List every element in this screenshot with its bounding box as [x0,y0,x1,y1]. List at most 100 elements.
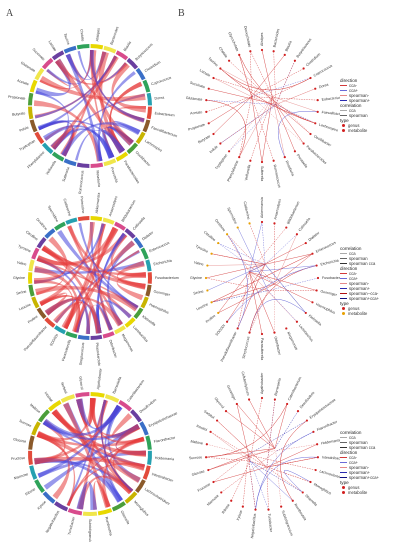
legend-item: metabolite [340,490,379,495]
network-node [305,419,309,422]
legend-line-icon [340,100,347,101]
network-node [302,142,305,145]
chord-label: Megamonas [121,333,134,352]
network-node [206,264,209,267]
network-edge [220,104,277,144]
legend-label: spearman+cca+ [349,475,380,480]
network-label: Gemmiger [320,289,338,297]
network-diagram-1: Alistipes Bacteroides Blautia Butyricicoccu… [186,26,340,189]
chord-label: Faecalibacterium [151,126,178,139]
network-node [238,53,241,56]
network-edge [264,234,298,265]
network-label: Olsenella [304,494,318,507]
network-edge [226,234,250,273]
chord-arc [63,45,77,54]
network-label: Streptococcus [242,336,251,359]
chord-label: Sorbitol [60,381,68,394]
network-node [207,468,210,472]
network-edge [273,51,277,105]
legend-line-icon [340,110,347,111]
chord-ribbon [76,481,98,510]
network-label: Mannose [206,494,220,507]
network-node [204,456,208,459]
legend-line-icon [340,253,347,254]
network-edge [213,466,267,483]
network-edge [251,54,285,97]
network-node [314,122,317,125]
network-edge [274,234,298,285]
network-edge [220,68,311,91]
chord-arc [135,131,146,145]
network-edge [206,99,276,105]
chord-label: Intestinibacter [151,472,174,483]
legend-label: spearman- [349,465,370,470]
network-node [315,264,318,267]
legend-line-icon [340,437,347,438]
legend-item: cca [340,108,370,113]
chord-arc [102,217,115,225]
network-edge [205,277,269,291]
chord-arc [103,45,117,54]
chord-arc [54,325,66,335]
network-node [207,87,210,90]
legend-title: correlation [340,103,362,108]
network-label: Coprococcus [313,64,333,78]
network-edge [261,221,266,265]
network-label: Erysipelotrichaceae [309,398,337,420]
legend-title: type [340,118,349,123]
chord-ribbon [53,301,102,334]
chord-arc [60,394,76,403]
chord-ribbon [34,456,146,471]
network-edge [265,253,313,265]
network-edge [247,454,316,471]
network-edge [277,111,318,158]
chord-arc [28,92,34,106]
chord-ribbon [111,62,146,113]
legend-item: cca+ [340,460,379,465]
chord-label: Acetate [16,79,29,87]
network-node [293,59,297,62]
network-node [309,480,312,484]
network-node [249,50,252,53]
legend-line-icon [340,457,347,458]
network-node [293,150,297,153]
network-node [315,289,318,292]
network-edge [275,104,311,135]
network-edge [205,264,266,279]
network-diagram-3: Agathobacter Barnesiella CatenibacteriumDe… [189,371,340,539]
chord-ribbon [65,51,107,81]
network-edge [247,454,269,510]
network-node [204,276,208,280]
network-edge [206,457,250,462]
legend-label: spearman+ [349,98,371,103]
chord-ribbon [41,245,102,334]
chord-label: Inositol [44,391,54,403]
chord-ribbon [115,423,146,457]
chord-arc [146,92,152,106]
chord-ribbon [42,420,140,441]
network-label: Turicibacter [267,513,273,533]
chord-ribbon [41,246,146,277]
network-node [260,220,264,224]
chord-label: Taurine [63,33,71,45]
network-label: Fusobacterium [322,276,340,280]
chord-arc [65,217,78,225]
network-edge [211,253,313,303]
network-label: Bacteroides [272,28,280,48]
legend-item: spearman+ [340,286,379,291]
chord-label: Phenylalanine [27,151,46,170]
legend-item: spearman+cca+ [340,475,379,480]
chord-label: Coprococcus [151,76,172,87]
network-node [316,456,320,459]
network-node [227,150,231,153]
chord-ribbon [55,58,125,154]
network-label: SDG0DI [215,324,226,337]
chord-arc [115,151,129,162]
network-node [283,156,286,159]
legend-line-icon [340,85,347,86]
network-node [295,233,299,236]
network-label: Leucine [196,302,209,311]
network-edge [275,104,304,144]
chord-arc [31,296,40,309]
chord-label: Sucrose [18,419,32,428]
